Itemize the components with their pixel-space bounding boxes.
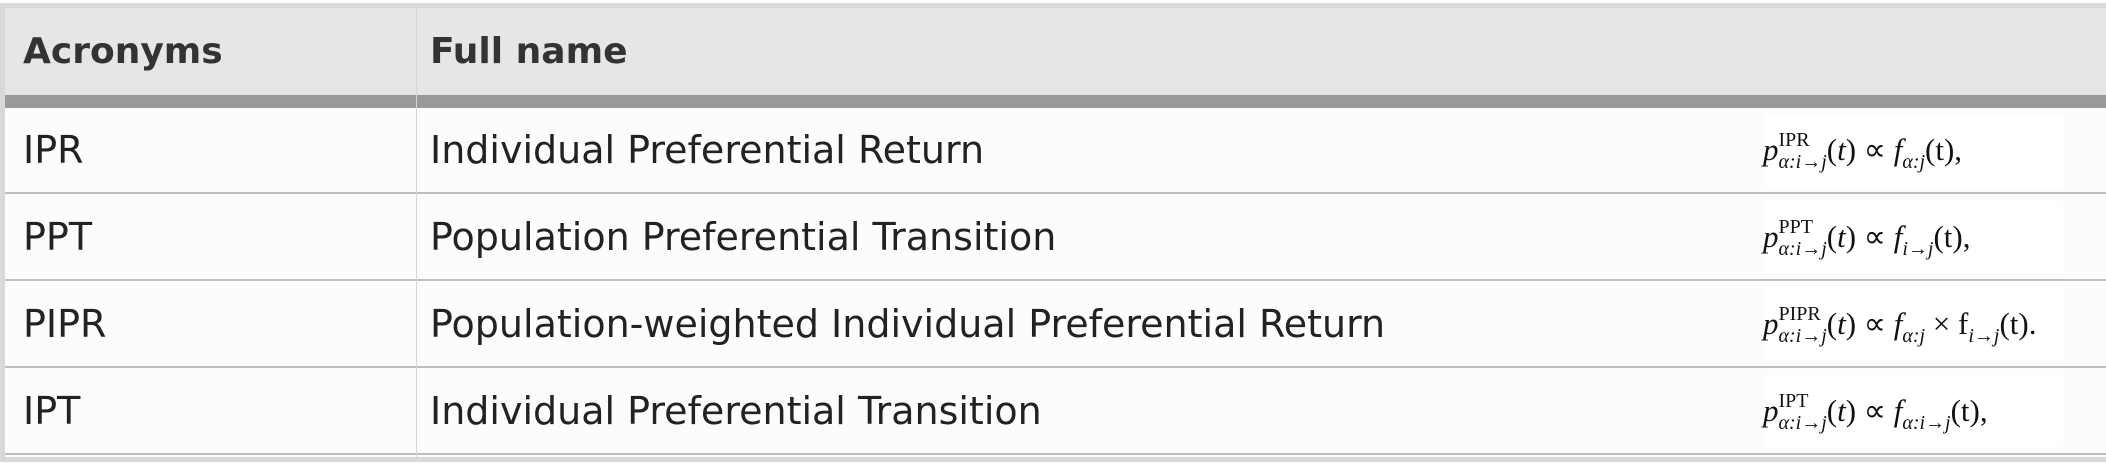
table-header: Acronyms Full name — [5, 8, 2106, 95]
formula-image: p PPT α:i→j (t) ∝ fi→j(t), — [1763, 201, 2063, 273]
column-divider — [416, 8, 417, 459]
header-full-name: Full name — [430, 31, 628, 72]
header-divider — [5, 95, 2106, 108]
table-row: IPT Individual Preferential Transition p IP… — [5, 369, 2106, 455]
table-row: IPR Individual Preferential Return p IPR α:i… — [5, 108, 2106, 194]
acronym-cell: IPR — [23, 128, 84, 172]
formula-image: p IPT α:i→j (t) ∝ fα:i→j(t), — [1763, 375, 2063, 447]
formula-image: p PIPR α:i→j (t) ∝ fα:j × fi→j(t). — [1763, 288, 2063, 360]
header-acronyms: Acronyms — [23, 31, 223, 72]
formula-image: p IPR α:i→j (t) ∝ fα:j(t), — [1763, 114, 2063, 186]
full-name-cell: Population Preferential Transition — [430, 215, 1057, 259]
table-row: PPT Population Preferential Transition p PP… — [5, 195, 2106, 281]
acronyms-table: Acronyms Full name IPR Individual Prefere… — [0, 3, 2106, 462]
table-row: PIPR Population-weighted Individual Prefe… — [5, 282, 2106, 368]
acronym-cell: IPT — [23, 389, 81, 433]
full-name-cell: Individual Preferential Transition — [430, 389, 1042, 433]
acronym-cell: PIPR — [23, 302, 107, 346]
full-name-cell: Individual Preferential Return — [430, 128, 985, 172]
acronym-cell: PPT — [23, 215, 93, 259]
full-name-cell: Population-weighted Individual Preferent… — [430, 302, 1386, 346]
